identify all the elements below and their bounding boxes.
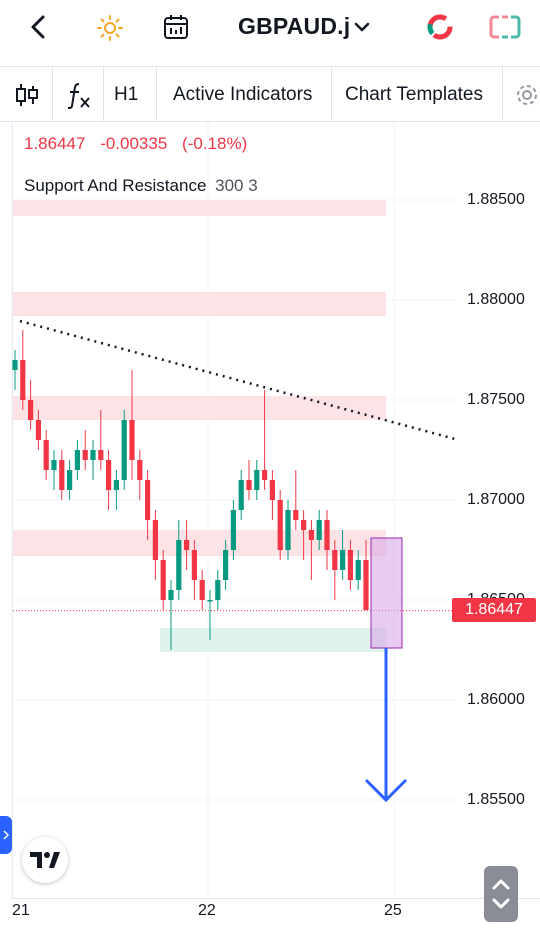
symbol-name[interactable]: GBPAUD.j	[238, 13, 351, 39]
drawing-panel-handle[interactable]	[0, 816, 12, 854]
indicator-legend[interactable]: Support And Resistance 300 3	[24, 176, 258, 196]
calendar-icon[interactable]	[162, 13, 190, 41]
app-bar: GBPAUD.j	[0, 0, 540, 58]
interval-button[interactable]: H1	[114, 83, 139, 105]
chart-templates-button[interactable]: Chart Templates	[345, 83, 483, 105]
price-axis-label: 1.88500	[467, 191, 525, 208]
price-axis-label: 1.87000	[467, 491, 525, 508]
scroll-chevrons-icon[interactable]	[484, 866, 518, 922]
indicators-fx-icon[interactable]	[66, 67, 94, 122]
time-axis-label: 25	[384, 902, 402, 919]
indicator-name: Support And Resistance	[24, 176, 207, 195]
price-change-percent: (-0.18%)	[182, 134, 248, 153]
candles-icon[interactable]	[14, 67, 40, 122]
indicator-params: 300 3	[215, 176, 258, 195]
price-axis-label: 1.85500	[467, 791, 525, 808]
active-indicators-button[interactable]: Active Indicators	[173, 83, 313, 105]
last-price: 1.86447	[24, 134, 86, 153]
price-legend: 1.86447 -0.00335 (-0.18%)	[24, 134, 257, 154]
tradingview-logo-icon[interactable]	[22, 837, 68, 883]
price-axis-label: 1.86000	[467, 691, 525, 708]
theme-sun-icon[interactable]	[96, 14, 124, 42]
time-axis[interactable]	[12, 898, 540, 929]
time-axis-label: 21	[12, 902, 30, 919]
layout-icon[interactable]	[489, 13, 521, 41]
chart-toolbar: H1 Active Indicators Chart Templates	[0, 66, 540, 122]
current-price-tag: 1.86447	[452, 598, 536, 622]
time-axis-label: 22	[198, 902, 216, 919]
chart-pane[interactable]	[12, 122, 540, 898]
chevron-down-icon[interactable]	[352, 17, 372, 37]
price-axis-label: 1.87500	[467, 391, 525, 408]
price-axis-label: 1.88000	[467, 291, 525, 308]
price-change: -0.00335	[100, 134, 168, 153]
back-icon[interactable]	[24, 12, 54, 42]
gear-icon[interactable]	[513, 67, 540, 122]
alert-ring-icon[interactable]	[426, 13, 454, 41]
